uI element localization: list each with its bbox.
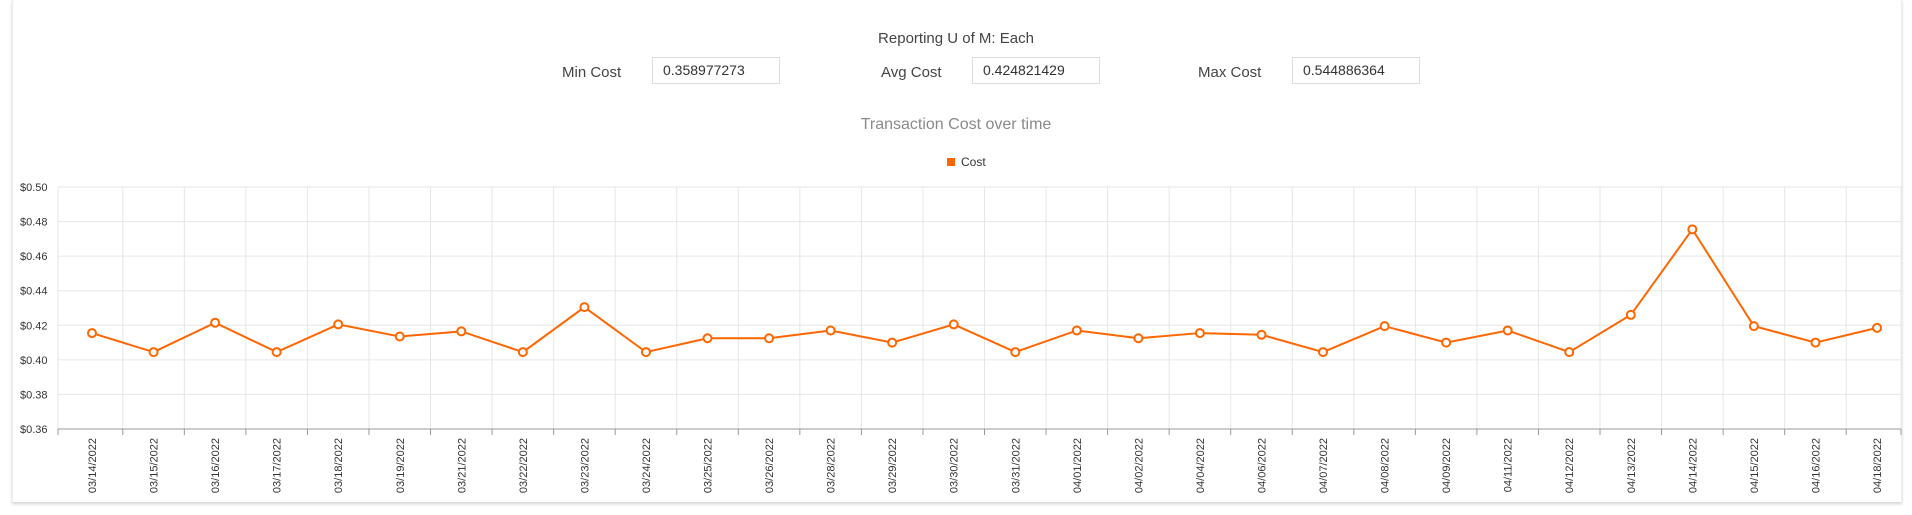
data-point-cost [1256, 329, 1267, 340]
series-line-cost [91, 227, 1878, 354]
x-tick-label: 03/28/2022 [826, 438, 838, 493]
avg-cost-label: Avg Cost [881, 64, 942, 81]
x-tick-label: 03/29/2022 [887, 438, 899, 493]
data-point-cost [456, 326, 467, 337]
x-tick-label: 03/18/2022 [333, 438, 345, 493]
y-tick-label: $0.50 [20, 182, 48, 194]
x-tick-label: 03/31/2022 [1010, 438, 1022, 493]
data-point-cost [579, 302, 590, 313]
x-tick-label: 04/18/2022 [1872, 438, 1884, 493]
data-point-cost [271, 347, 282, 358]
data-point-cost [148, 347, 159, 358]
data-point-cost [1441, 337, 1452, 348]
x-tick-label: 04/15/2022 [1749, 438, 1761, 493]
x-tick-label: 04/01/2022 [1072, 438, 1084, 493]
data-point-cost [87, 328, 97, 339]
x-tick-label: 03/15/2022 [149, 438, 161, 493]
x-tick-label: 04/09/2022 [1441, 438, 1453, 493]
y-tick-label: $0.48 [20, 217, 48, 229]
data-point-cost [702, 333, 713, 344]
data-point-cost [1564, 347, 1575, 358]
chart-panel [12, 0, 1902, 502]
data-point-cost [887, 337, 898, 348]
data-point-cost [1071, 325, 1082, 336]
data-point-cost [640, 347, 651, 358]
data-point-cost [1748, 321, 1759, 332]
data-point-cost [1010, 347, 1021, 358]
data-point-cost [948, 319, 959, 330]
y-tick-label: $0.38 [20, 389, 48, 401]
x-tick-label: 03/25/2022 [703, 438, 715, 493]
data-point-cost [1872, 322, 1882, 333]
chart-title: Transaction Cost over time [860, 116, 1052, 133]
data-point-cost [394, 331, 405, 342]
y-tick-label: $0.36 [20, 424, 48, 436]
x-tick-label: 03/14/2022 [87, 438, 99, 493]
y-tick-label: $0.42 [20, 320, 48, 332]
uom-label: Reporting U of M: Each [878, 30, 1034, 47]
y-tick-label: $0.40 [20, 355, 48, 367]
x-tick-label: 04/12/2022 [1564, 438, 1576, 493]
legend-label-cost: Cost [961, 155, 986, 169]
data-point-cost [1687, 224, 1698, 235]
max-cost-label: Max Cost [1198, 64, 1262, 81]
x-tick-label: 03/26/2022 [764, 438, 776, 493]
x-tick-label: 04/08/2022 [1380, 438, 1392, 493]
y-tick-label: $0.44 [20, 286, 48, 298]
x-tick-label: 04/04/2022 [1195, 438, 1207, 493]
x-tick-label: 03/19/2022 [395, 438, 407, 493]
x-tick-label: 03/30/2022 [949, 438, 961, 493]
x-tick-label: 03/21/2022 [456, 438, 468, 493]
legend[interactable]: Cost [947, 155, 986, 169]
max-cost-field[interactable]: 0.544886364 [1292, 57, 1420, 84]
data-point-cost [1133, 333, 1144, 344]
data-point-cost [825, 325, 836, 336]
x-tick-label: 04/06/2022 [1256, 438, 1268, 493]
data-point-cost [1502, 325, 1513, 336]
data-point-cost [517, 347, 528, 358]
data-point-cost [1318, 347, 1329, 358]
x-tick-label: 04/16/2022 [1810, 438, 1822, 493]
legend-swatch-cost [947, 158, 955, 166]
avg-cost-field[interactable]: 0.424821429 [972, 57, 1100, 84]
x-tick-label: 03/23/2022 [579, 438, 591, 493]
data-point-cost [1379, 321, 1390, 332]
data-point-cost [764, 333, 775, 344]
data-point-cost [333, 319, 344, 330]
x-tick-label: 04/07/2022 [1318, 438, 1330, 493]
data-point-cost [1194, 328, 1205, 339]
min-cost-label: Min Cost [562, 64, 622, 81]
min-cost-field[interactable]: 0.358977273 [652, 57, 780, 84]
x-tick-label: 03/22/2022 [518, 438, 530, 493]
x-tick-label: 03/16/2022 [210, 438, 222, 493]
y-tick-label: $0.46 [20, 251, 48, 263]
x-tick-label: 03/17/2022 [272, 438, 284, 493]
data-point-cost [210, 317, 221, 328]
x-tick-label: 04/11/2022 [1503, 438, 1515, 492]
x-tick-label: 04/02/2022 [1133, 438, 1145, 493]
data-point-cost [1810, 337, 1821, 348]
x-tick-label: 04/13/2022 [1626, 438, 1638, 493]
data-point-cost [1625, 309, 1636, 320]
x-tick-label: 03/24/2022 [641, 438, 653, 493]
x-tick-label: 04/14/2022 [1687, 438, 1699, 493]
